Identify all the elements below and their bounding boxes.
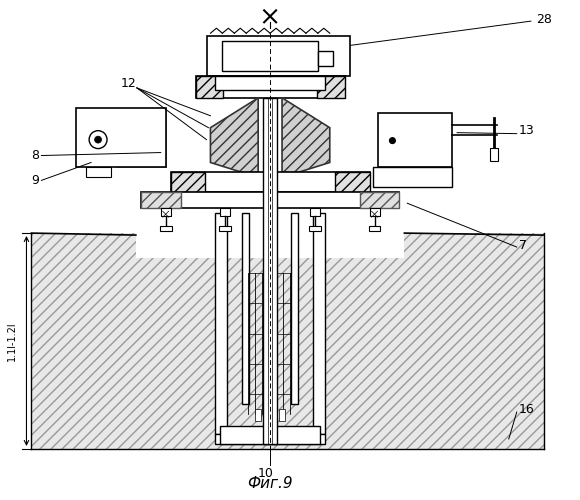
- Text: 9: 9: [31, 174, 39, 187]
- Circle shape: [389, 138, 396, 143]
- Bar: [76, 108, 166, 168]
- Text: 12: 12: [121, 78, 137, 90]
- Bar: [263, 409, 269, 421]
- Bar: [160, 226, 172, 231]
- FancyBboxPatch shape: [360, 192, 400, 208]
- FancyBboxPatch shape: [317, 76, 345, 98]
- Polygon shape: [282, 98, 330, 172]
- Bar: [313, 213, 325, 434]
- Circle shape: [95, 136, 102, 143]
- Bar: [141, 192, 400, 208]
- Bar: [490, 148, 498, 162]
- Text: 28: 28: [347, 13, 553, 46]
- Bar: [310, 208, 320, 216]
- FancyBboxPatch shape: [335, 172, 369, 193]
- Bar: [222, 41, 318, 71]
- Bar: [271, 409, 277, 421]
- Polygon shape: [404, 233, 543, 449]
- Bar: [242, 213, 249, 404]
- Bar: [291, 213, 298, 404]
- Bar: [208, 36, 350, 76]
- Bar: [215, 76, 325, 90]
- Polygon shape: [211, 98, 258, 172]
- Bar: [215, 434, 325, 444]
- Text: 16: 16: [519, 402, 535, 415]
- Bar: [263, 98, 277, 444]
- Bar: [279, 409, 285, 421]
- Text: 8: 8: [31, 149, 39, 162]
- FancyBboxPatch shape: [116, 108, 166, 168]
- Text: Фиг.9: Фиг.9: [247, 476, 293, 491]
- Bar: [368, 226, 380, 231]
- Bar: [309, 226, 321, 231]
- Bar: [369, 208, 379, 216]
- Bar: [318, 51, 333, 66]
- FancyBboxPatch shape: [195, 76, 223, 98]
- Polygon shape: [31, 233, 136, 449]
- Polygon shape: [136, 258, 404, 449]
- Circle shape: [89, 130, 107, 148]
- Bar: [171, 172, 369, 193]
- Bar: [215, 213, 227, 434]
- Bar: [86, 168, 111, 177]
- FancyBboxPatch shape: [171, 172, 205, 193]
- Text: 13: 13: [519, 124, 535, 137]
- Bar: [161, 208, 171, 216]
- Text: 1.1l-1.2l: 1.1l-1.2l: [6, 321, 17, 361]
- FancyBboxPatch shape: [141, 192, 180, 208]
- Bar: [220, 208, 230, 216]
- Text: 7: 7: [519, 238, 527, 252]
- Bar: [255, 409, 261, 421]
- Bar: [219, 226, 231, 231]
- Bar: [220, 426, 320, 444]
- Text: 10: 10: [257, 467, 273, 480]
- Bar: [378, 113, 452, 168]
- Bar: [372, 168, 452, 188]
- Bar: [195, 76, 345, 98]
